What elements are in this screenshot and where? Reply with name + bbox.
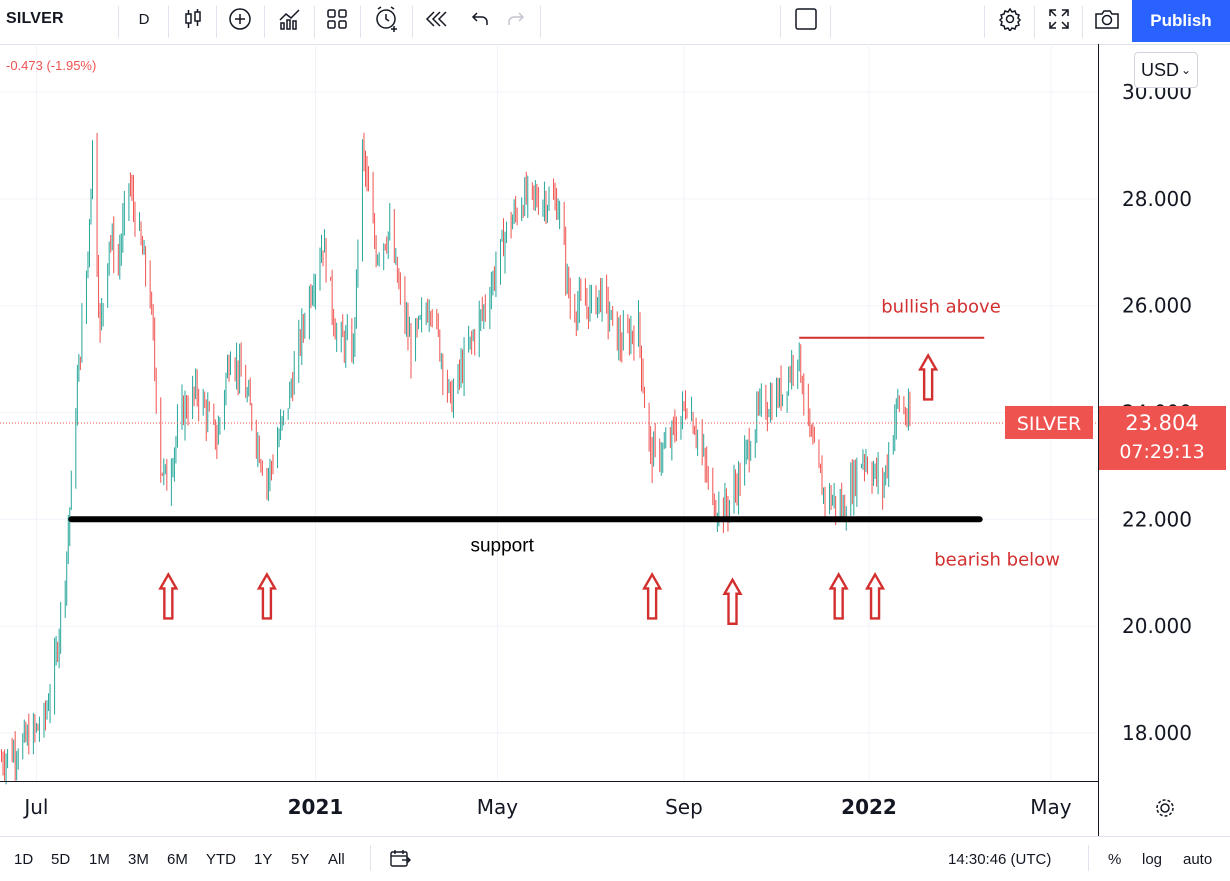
price-tick-label: 22.000 [1122, 507, 1192, 531]
time-tick-label: May [477, 795, 519, 819]
auto-scale-toggle[interactable]: auto [1183, 851, 1213, 868]
layouts-icon[interactable] [324, 0, 350, 38]
currency-select[interactable]: USD ⌄ [1134, 52, 1198, 88]
indicators-icon[interactable] [276, 0, 304, 38]
settings-icon[interactable] [996, 0, 1024, 38]
snapshot-icon[interactable] [1092, 0, 1122, 38]
toolbar-divider [314, 6, 315, 38]
percent-scale-toggle[interactable]: % [1108, 851, 1122, 868]
replay-icon[interactable] [422, 0, 450, 38]
last-price-value: 23.804 [1125, 411, 1198, 435]
toolbar-divider [830, 6, 831, 38]
toolbar-divider [264, 6, 265, 38]
time-tick-label: 2022 [841, 795, 897, 819]
toolbar-divider [168, 6, 169, 38]
toolbar-divider [540, 6, 541, 38]
price-tick-label: 26.000 [1122, 294, 1192, 318]
toolbar-divider [1088, 845, 1089, 871]
add-indicator-icon[interactable] [226, 0, 254, 38]
time-tick-label: Jul [22, 795, 48, 819]
bearish-label: bearish below [934, 549, 1060, 570]
range-1d[interactable]: 1D [14, 851, 34, 868]
up-arrow-icon [642, 572, 663, 620]
bar-style-icon[interactable] [180, 0, 206, 38]
price-axis: 18.00020.00022.00024.00026.00028.00030.0… [1122, 80, 1192, 745]
symbol-search[interactable]: SILVER [6, 10, 64, 27]
range-all[interactable]: All [328, 851, 345, 868]
candles [1, 132, 911, 785]
range-3m[interactable]: 3M [128, 851, 149, 868]
alert-icon[interactable] [372, 0, 402, 38]
price-tick-label: 20.000 [1122, 614, 1192, 638]
toolbar-divider [216, 6, 217, 38]
series-name-label: SILVER [1017, 413, 1081, 435]
up-arrow-icon [864, 572, 886, 620]
chevron-down-icon: ⌄ [1180, 63, 1192, 77]
fullscreen-square-icon[interactable] [792, 0, 820, 38]
toolbar-divider [370, 845, 371, 871]
undo-icon[interactable] [468, 0, 492, 38]
range-5y[interactable]: 5Y [291, 851, 310, 868]
time-axis: Jul 2021 May Sep 2022 May [22, 795, 1071, 819]
toolbar-divider [360, 6, 361, 38]
range-1m[interactable]: 1M [89, 851, 110, 868]
toolbar-divider [780, 6, 781, 38]
chart-area[interactable]: support bullish above bearish below 18.000 2… [0, 44, 1230, 836]
up-arrow-icon [722, 577, 743, 625]
toolbar-divider [984, 6, 985, 38]
goto-date-icon[interactable] [390, 849, 412, 869]
toolbar-divider [1034, 6, 1035, 38]
price-change-label: -0.473 (-1.95%) [6, 58, 97, 73]
price-tick-label: 28.000 [1122, 187, 1192, 211]
price-tick-label: 18.000 [1122, 721, 1192, 745]
time-tick-label: May [1030, 795, 1072, 819]
gear-center [1160, 803, 1170, 813]
fullscreen-icon[interactable] [1046, 0, 1072, 38]
toolbar-divider [118, 6, 119, 38]
up-arrow-icon [828, 572, 849, 620]
last-price-tag [1099, 405, 1226, 470]
currency-value: USD [1140, 59, 1179, 80]
price-chart[interactable]: support bullish above bearish below 18.000 2… [0, 44, 1230, 836]
bullish-label: bullish above [881, 297, 1001, 318]
support-label: support [470, 535, 534, 556]
toolbar-divider [412, 6, 413, 38]
publish-button[interactable]: Publish [1132, 0, 1230, 42]
bottom-toolbar: 1D 5D 1M 3M 6M YTD 1Y 5Y All 14:30:46 (U… [0, 836, 1230, 881]
log-scale-toggle[interactable]: log [1142, 851, 1163, 868]
range-5d[interactable]: 5D [51, 851, 71, 868]
range-6m[interactable]: 6M [167, 851, 188, 868]
time-tick-label: Sep [665, 795, 703, 819]
grid-lines [0, 44, 1098, 781]
range-1y[interactable]: 1Y [254, 851, 273, 868]
redo-icon[interactable] [504, 0, 528, 38]
range-ytd[interactable]: YTD [206, 851, 236, 868]
series-name-tag [1005, 405, 1093, 439]
toolbar-divider [1082, 6, 1083, 38]
clock-time[interactable]: 14:30:46 (UTC) [948, 851, 1052, 868]
countdown-value: 07:29:13 [1119, 441, 1204, 463]
up-arrow-icon [256, 572, 277, 620]
interval-button[interactable]: D [138, 10, 150, 28]
top-toolbar: SILVER D [0, 0, 1230, 45]
up-arrow-icon [918, 353, 939, 401]
time-tick-label: 2021 [288, 795, 344, 819]
gear-teeth [1156, 799, 1174, 817]
up-arrow-icon [158, 572, 179, 620]
axis-settings-icon[interactable] [1156, 799, 1174, 817]
